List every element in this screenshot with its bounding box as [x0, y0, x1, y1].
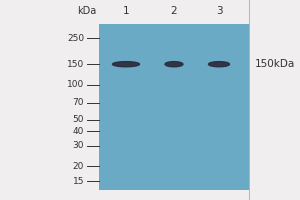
- Bar: [99, 24, 249, 190]
- Text: 250: 250: [67, 34, 84, 43]
- Polygon shape: [165, 62, 183, 67]
- Polygon shape: [208, 62, 230, 67]
- Text: 3: 3: [216, 6, 222, 16]
- Text: 2: 2: [171, 6, 177, 16]
- Text: 1: 1: [123, 6, 129, 16]
- Text: 100: 100: [67, 80, 84, 89]
- Text: 70: 70: [73, 98, 84, 107]
- Text: 20: 20: [73, 162, 84, 171]
- Text: 40: 40: [73, 127, 84, 136]
- Text: 150kDa: 150kDa: [255, 59, 295, 69]
- Text: kDa: kDa: [77, 6, 97, 16]
- Polygon shape: [112, 62, 140, 67]
- Text: 30: 30: [73, 141, 84, 150]
- Bar: [249, 0, 300, 200]
- Text: 15: 15: [73, 177, 84, 186]
- Text: 150: 150: [67, 60, 84, 69]
- Text: 50: 50: [73, 115, 84, 124]
